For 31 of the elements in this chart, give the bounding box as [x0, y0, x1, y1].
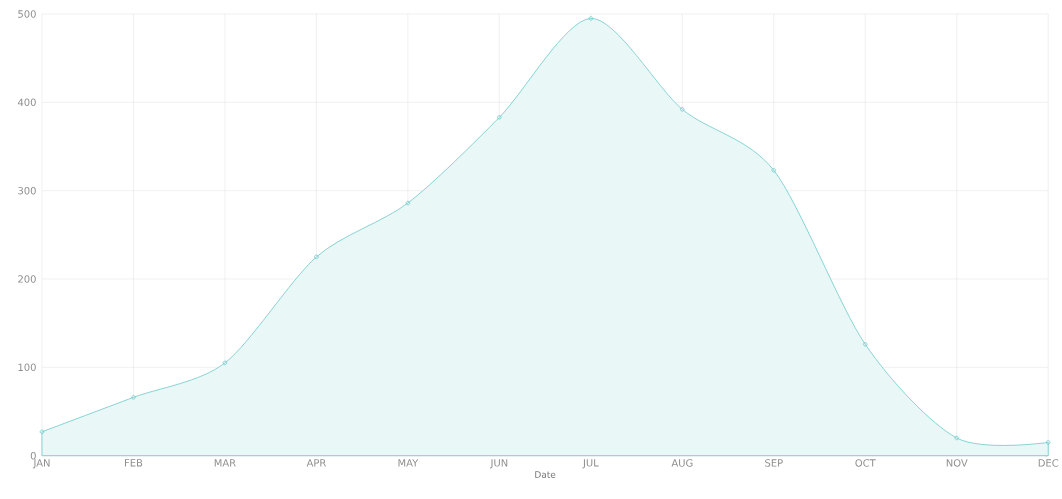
x-tick-label: DEC — [1038, 459, 1059, 467]
x-tick-label: AUG — [671, 459, 693, 467]
x-tick-label: MAR — [214, 459, 236, 467]
y-tick-label: 0 — [30, 452, 36, 460]
x-tick-label: JAN — [32, 459, 50, 469]
point — [131, 395, 136, 400]
y-tick-label: 100 — [18, 363, 36, 372]
y-tick-label: 300 — [18, 187, 36, 195]
point — [39, 429, 45, 435]
x-tick-label: FEB — [125, 459, 143, 467]
point — [588, 16, 594, 21]
x-tick-label: JUN — [490, 459, 508, 469]
y-tick-label: 500 — [18, 10, 36, 18]
point — [771, 168, 776, 173]
x-tick-label: NOV — [946, 459, 968, 467]
y-tick-label: 200 — [18, 275, 36, 283]
point — [314, 254, 319, 260]
x-tick-label: OCT — [855, 459, 876, 467]
point — [954, 435, 959, 441]
x-tick-label: APR — [306, 459, 326, 467]
point — [863, 342, 868, 347]
point — [222, 360, 228, 366]
point — [1046, 440, 1051, 445]
y-tick-label: 400 — [17, 98, 36, 107]
x-axis-title: Date — [535, 471, 556, 479]
point — [497, 115, 502, 120]
x-tick-label: SEP — [765, 459, 783, 467]
point — [680, 107, 685, 112]
x-tick-label: JUL — [582, 459, 599, 469]
x-tick-label: MAY — [398, 459, 419, 467]
point — [405, 201, 411, 206]
